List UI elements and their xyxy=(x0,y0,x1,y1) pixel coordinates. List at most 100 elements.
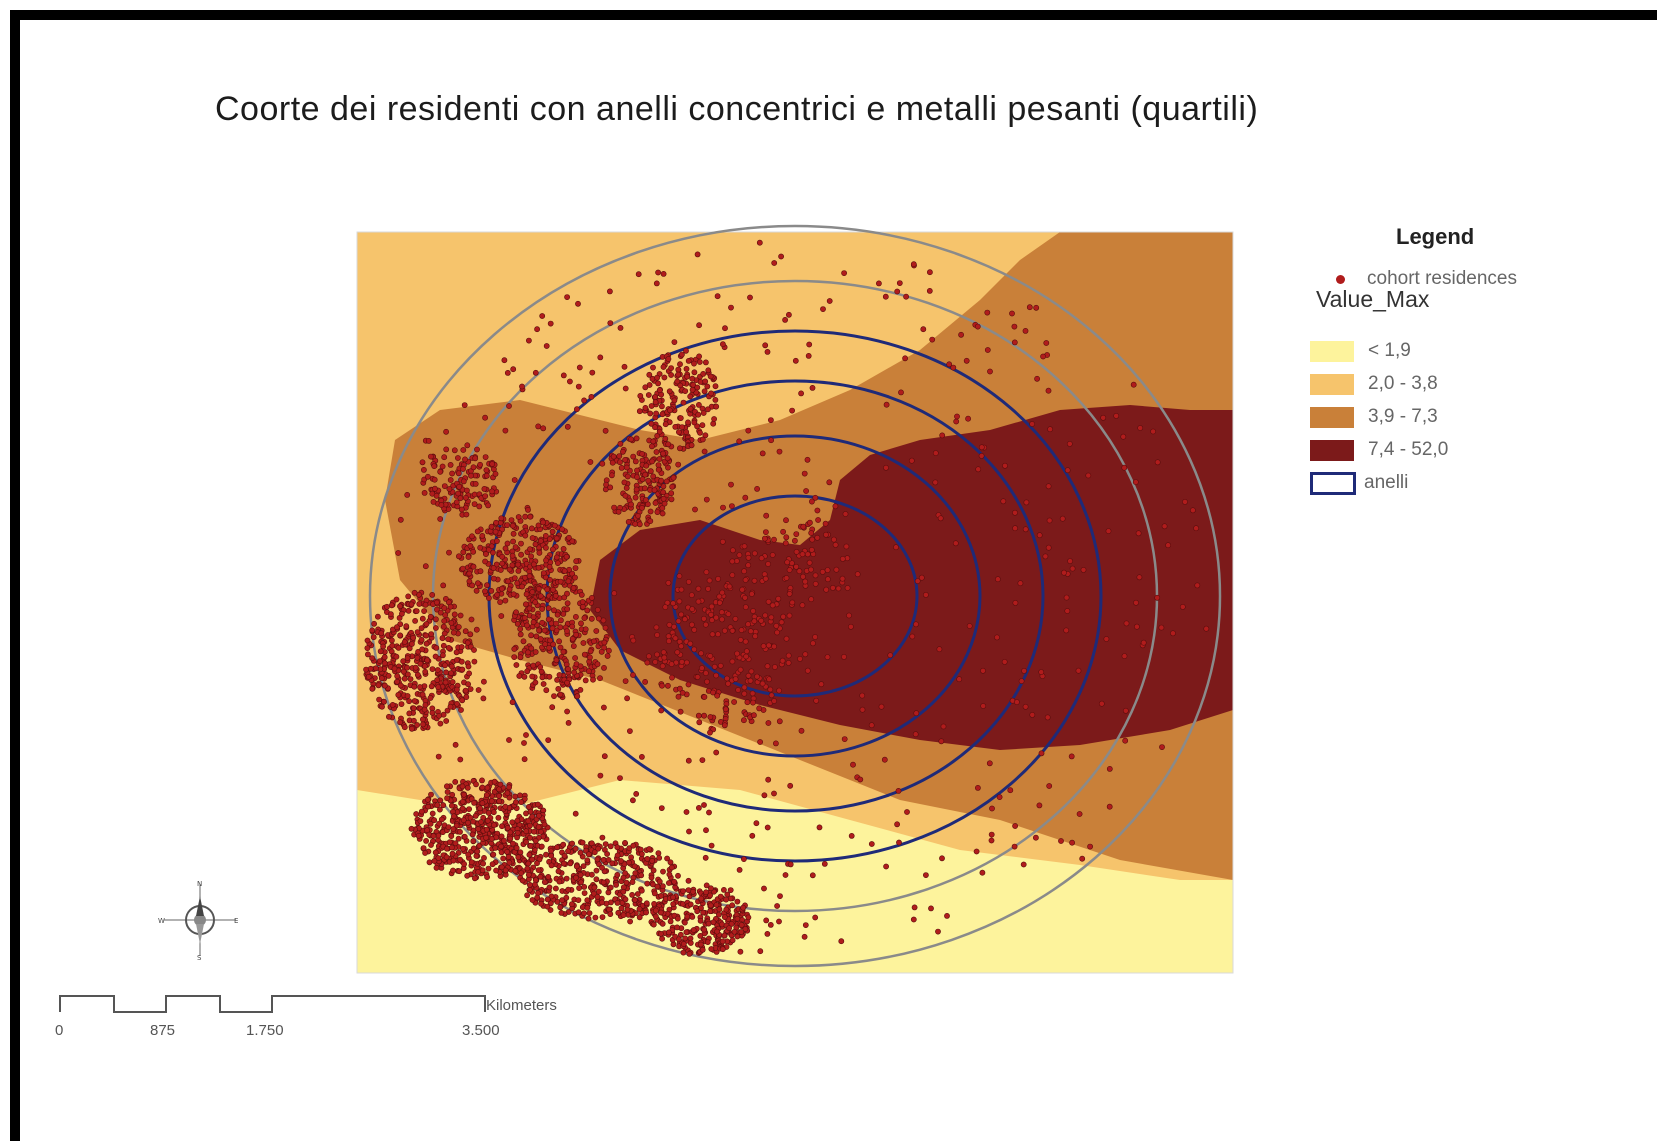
residence-point xyxy=(1012,525,1018,532)
residence-point xyxy=(455,835,462,842)
residence-point xyxy=(476,503,483,510)
residence-point xyxy=(639,450,645,457)
residence-point xyxy=(488,523,495,530)
residence-point xyxy=(463,511,470,518)
residence-point xyxy=(682,616,688,623)
residence-point xyxy=(405,593,412,600)
residence-point xyxy=(443,845,450,852)
residence-point xyxy=(747,677,754,684)
residence-point xyxy=(760,643,767,649)
residence-point xyxy=(584,897,591,904)
residence-point xyxy=(636,521,643,528)
residence-point xyxy=(769,552,776,558)
residence-point xyxy=(450,826,457,832)
residence-point xyxy=(449,470,455,477)
residence-point xyxy=(676,598,683,605)
residence-point xyxy=(779,657,786,664)
residence-point xyxy=(1061,569,1067,576)
residence-point xyxy=(765,720,772,726)
residence-point xyxy=(401,639,408,645)
residence-point xyxy=(598,648,605,655)
residence-point xyxy=(1161,523,1168,530)
residence-point xyxy=(546,673,553,680)
residence-point xyxy=(603,481,609,488)
residence-point xyxy=(728,921,735,927)
residence-point xyxy=(448,802,455,809)
residence-point xyxy=(645,392,652,398)
residence-point xyxy=(413,608,420,614)
residence-point xyxy=(389,642,396,649)
residence-point xyxy=(772,664,778,670)
residence-point xyxy=(700,370,707,377)
residence-point xyxy=(602,427,609,434)
residence-point xyxy=(437,797,444,804)
residence-point xyxy=(514,830,521,836)
residence-point xyxy=(1079,855,1086,862)
residence-point xyxy=(555,868,562,875)
residence-point xyxy=(1012,823,1018,829)
legend-field-name: Value_Max xyxy=(1316,286,1430,312)
residence-point xyxy=(498,864,505,871)
residence-point xyxy=(767,922,774,928)
residence-point xyxy=(729,558,736,565)
residence-point xyxy=(470,845,477,852)
residence-point xyxy=(374,613,381,620)
residence-point xyxy=(422,668,429,675)
residence-point xyxy=(708,390,714,397)
residence-point xyxy=(695,598,702,605)
residence-point xyxy=(678,643,685,650)
residence-point xyxy=(406,698,412,705)
residence-point xyxy=(397,632,403,639)
residence-point xyxy=(745,554,752,561)
residence-point xyxy=(649,858,655,864)
residence-point xyxy=(549,704,556,711)
legend-points-label: cohort residences xyxy=(1367,268,1517,289)
residence-point xyxy=(778,253,784,260)
residence-point xyxy=(655,269,661,276)
residence-point xyxy=(1038,750,1045,757)
cohort-residences-layer xyxy=(363,239,1210,957)
residence-point xyxy=(432,616,439,623)
residence-point xyxy=(822,520,829,527)
residence-point xyxy=(662,435,669,442)
residence-point xyxy=(697,941,704,948)
residence-point xyxy=(448,620,455,626)
residence-point xyxy=(543,557,549,564)
residence-point xyxy=(665,682,671,689)
residence-point xyxy=(586,668,592,675)
residence-point xyxy=(470,838,477,844)
residence-point xyxy=(364,645,371,651)
residence-point xyxy=(705,367,712,374)
residence-point xyxy=(823,586,830,593)
residence-point xyxy=(713,749,720,756)
residence-point xyxy=(703,569,710,575)
residence-point xyxy=(482,414,488,421)
residence-point xyxy=(513,799,519,806)
residence-point xyxy=(470,818,477,825)
residence-point xyxy=(632,458,639,465)
residence-point xyxy=(738,627,745,633)
residence-point xyxy=(1087,843,1093,850)
residence-point xyxy=(512,544,519,551)
residence-point xyxy=(783,534,790,541)
residence-point xyxy=(700,410,707,416)
residence-point xyxy=(564,600,571,607)
residence-point xyxy=(671,878,678,885)
residence-point xyxy=(378,675,385,682)
residence-point xyxy=(388,637,395,644)
residence-point xyxy=(710,420,717,427)
residence-point xyxy=(599,899,605,906)
residence-point xyxy=(462,687,469,694)
residence-point xyxy=(826,479,833,486)
residence-point xyxy=(754,485,760,492)
residence-point xyxy=(561,594,568,601)
residence-point xyxy=(756,705,763,712)
residence-point xyxy=(738,929,745,935)
residence-point xyxy=(577,872,584,878)
residence-point xyxy=(663,478,670,485)
residence-point xyxy=(978,444,985,451)
residence-point xyxy=(729,658,736,665)
residence-point xyxy=(678,611,685,618)
residence-point xyxy=(525,860,532,867)
